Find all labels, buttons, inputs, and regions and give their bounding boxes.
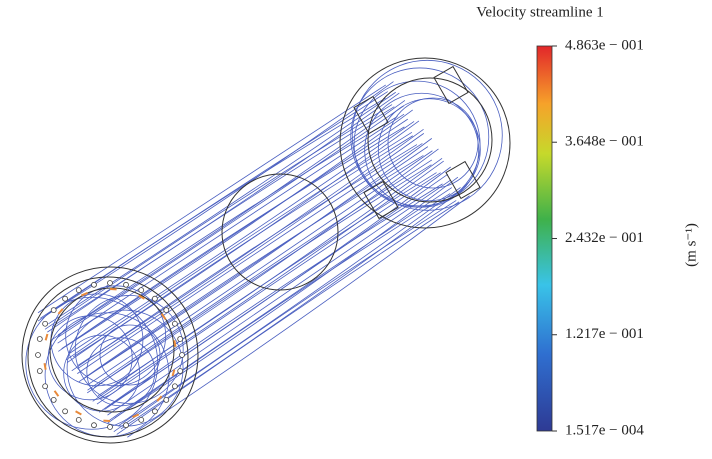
streamline [83,147,428,380]
hole [172,321,177,326]
streamline [51,116,398,340]
streamline [104,174,447,409]
hole [43,321,48,326]
hole [172,384,177,389]
hole [108,425,113,430]
streamline [66,132,412,359]
hole [178,336,183,341]
streamline-loop [51,294,143,386]
hole [124,423,129,428]
hole [178,369,183,374]
colorbar [537,46,552,431]
hole [152,296,157,301]
colorbar-tick-label: 1.217e − 001 [565,326,644,342]
hole [139,288,144,293]
hole [36,353,41,358]
streamline [68,121,414,354]
colorbar-tick-label: 4.863e − 001 [565,37,644,53]
hot-streak [76,411,82,414]
hole [164,397,169,402]
hole [152,409,157,414]
colorbar-unit: (m s⁻¹) [683,223,699,267]
hole [76,288,81,293]
hole [124,282,129,287]
colorbar-title: Velocity streamline 1 [476,4,603,20]
hot-streak [45,363,46,369]
hole [139,417,144,422]
streamlines [26,60,502,437]
streamline [118,187,461,426]
colorbar-tick-label: 3.648e − 001 [565,134,644,150]
hot-streak [55,391,59,396]
streamline [78,129,423,365]
streamline-loop [87,338,155,406]
figure: Velocity streamline 1 4.863e − 001 3.648e… [0,0,712,459]
hot-streak [46,334,48,340]
hole [37,336,42,341]
hole [108,281,113,286]
hole [51,308,56,313]
hole [63,409,68,414]
hole [43,384,48,389]
hole [91,423,96,428]
hole [164,308,169,313]
streamline [62,119,408,349]
hole [91,282,96,287]
streamline [93,173,437,402]
colorbar-tick-label: 2.432e − 001 [565,230,644,246]
streamline [88,151,433,385]
colorbar-tick-label: 1.517e − 004 [565,422,644,438]
hole [37,369,42,374]
streamline [107,180,450,415]
hole [76,417,81,422]
hole [63,296,68,301]
hot-streak [174,340,175,346]
hole [180,353,185,358]
hole [51,397,56,402]
